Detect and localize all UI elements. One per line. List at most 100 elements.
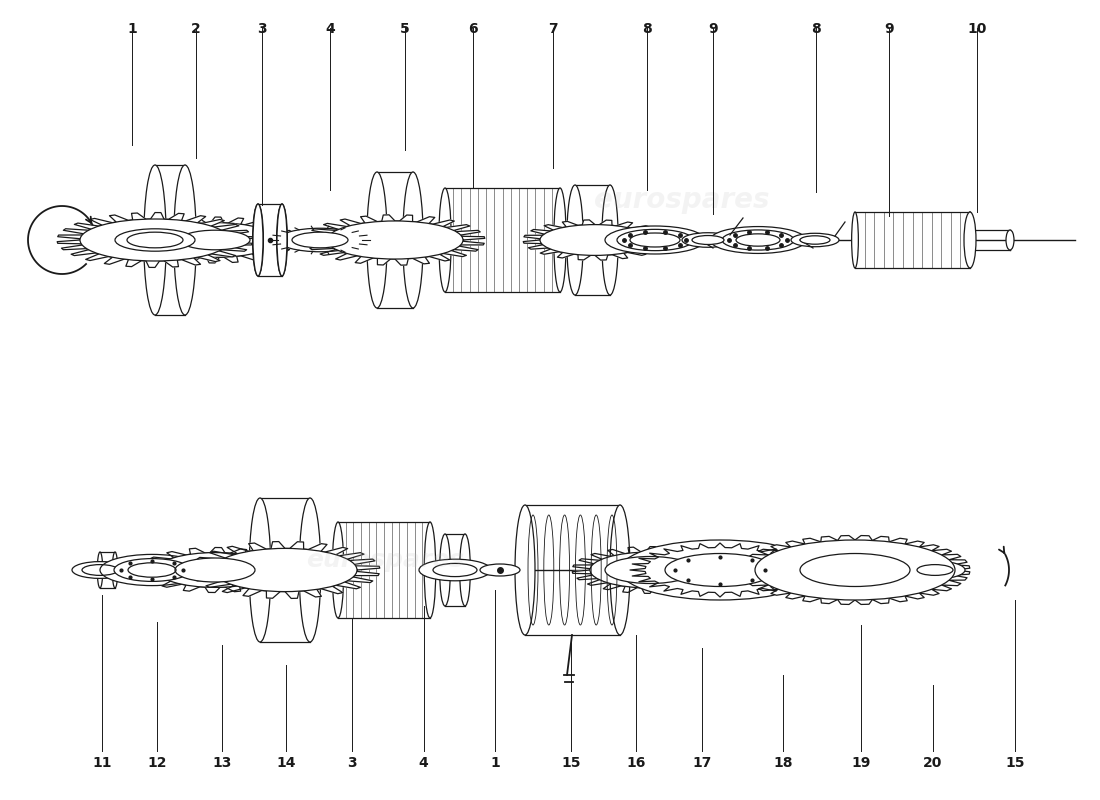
- Ellipse shape: [97, 552, 102, 588]
- Ellipse shape: [144, 165, 166, 315]
- FancyBboxPatch shape: [377, 172, 412, 308]
- Ellipse shape: [425, 522, 436, 618]
- Ellipse shape: [460, 534, 471, 606]
- Ellipse shape: [174, 165, 196, 315]
- Ellipse shape: [1006, 230, 1014, 250]
- Ellipse shape: [602, 185, 618, 295]
- Ellipse shape: [332, 522, 344, 618]
- Text: 6: 6: [469, 22, 477, 36]
- Ellipse shape: [710, 226, 806, 254]
- Ellipse shape: [114, 558, 190, 582]
- Polygon shape: [740, 535, 970, 605]
- Ellipse shape: [791, 234, 839, 246]
- Polygon shape: [133, 217, 297, 263]
- Text: 9: 9: [708, 22, 717, 36]
- Text: 18: 18: [773, 756, 793, 770]
- Ellipse shape: [253, 204, 263, 276]
- Text: 1: 1: [128, 22, 136, 36]
- Text: 17: 17: [692, 756, 712, 770]
- Ellipse shape: [682, 233, 734, 247]
- Ellipse shape: [620, 540, 820, 600]
- Ellipse shape: [666, 554, 776, 586]
- Ellipse shape: [403, 172, 424, 308]
- Ellipse shape: [610, 505, 630, 635]
- Ellipse shape: [292, 232, 348, 248]
- Ellipse shape: [590, 552, 710, 588]
- Polygon shape: [57, 213, 253, 267]
- Ellipse shape: [605, 557, 695, 583]
- Ellipse shape: [153, 222, 277, 258]
- Ellipse shape: [277, 204, 287, 276]
- Ellipse shape: [276, 204, 287, 276]
- FancyBboxPatch shape: [258, 204, 282, 276]
- FancyBboxPatch shape: [446, 534, 465, 606]
- Ellipse shape: [964, 212, 976, 268]
- Ellipse shape: [480, 564, 520, 576]
- Ellipse shape: [180, 230, 250, 250]
- Text: 7: 7: [549, 22, 558, 36]
- FancyBboxPatch shape: [575, 185, 611, 295]
- Ellipse shape: [851, 212, 858, 268]
- Ellipse shape: [72, 562, 128, 578]
- Polygon shape: [630, 543, 810, 597]
- Text: 3: 3: [257, 22, 266, 36]
- Text: 5: 5: [400, 22, 409, 36]
- Ellipse shape: [440, 534, 450, 606]
- Ellipse shape: [278, 228, 362, 252]
- Ellipse shape: [566, 185, 583, 295]
- Text: 10: 10: [967, 22, 987, 36]
- Text: 9: 9: [884, 22, 893, 36]
- Text: 20: 20: [923, 756, 943, 770]
- Text: 16: 16: [626, 756, 646, 770]
- Ellipse shape: [327, 221, 463, 259]
- Ellipse shape: [366, 172, 387, 308]
- Ellipse shape: [764, 554, 875, 586]
- Text: 4: 4: [326, 22, 334, 36]
- Ellipse shape: [100, 554, 204, 586]
- Ellipse shape: [515, 505, 535, 635]
- Ellipse shape: [755, 540, 955, 600]
- FancyBboxPatch shape: [260, 498, 310, 642]
- Text: 3: 3: [348, 756, 356, 770]
- Text: 12: 12: [147, 756, 167, 770]
- Text: eurospares: eurospares: [306, 548, 464, 572]
- FancyBboxPatch shape: [155, 165, 185, 315]
- Ellipse shape: [540, 225, 650, 255]
- Text: 8: 8: [642, 22, 651, 36]
- Ellipse shape: [250, 498, 271, 642]
- Ellipse shape: [80, 219, 230, 261]
- Ellipse shape: [617, 230, 693, 250]
- Text: 14: 14: [276, 756, 296, 770]
- Polygon shape: [190, 542, 380, 598]
- Text: 1: 1: [491, 756, 499, 770]
- Ellipse shape: [692, 235, 724, 245]
- Polygon shape: [524, 220, 667, 260]
- Ellipse shape: [112, 552, 118, 588]
- Ellipse shape: [905, 561, 965, 579]
- Polygon shape: [305, 215, 485, 265]
- Polygon shape: [572, 546, 728, 594]
- Text: 15: 15: [1005, 756, 1025, 770]
- Ellipse shape: [299, 498, 321, 642]
- Ellipse shape: [157, 553, 273, 587]
- Text: 13: 13: [212, 756, 232, 770]
- Text: 15: 15: [561, 756, 581, 770]
- Ellipse shape: [116, 229, 195, 251]
- Ellipse shape: [419, 559, 491, 581]
- Text: 2: 2: [191, 22, 200, 36]
- Ellipse shape: [800, 236, 830, 244]
- Ellipse shape: [175, 558, 255, 582]
- FancyBboxPatch shape: [100, 552, 116, 588]
- Ellipse shape: [967, 212, 974, 268]
- Ellipse shape: [253, 204, 263, 276]
- Text: 4: 4: [419, 756, 428, 770]
- Text: 11: 11: [92, 756, 112, 770]
- Ellipse shape: [213, 549, 358, 592]
- Text: 8: 8: [812, 22, 821, 36]
- Ellipse shape: [605, 226, 705, 254]
- Ellipse shape: [917, 565, 953, 575]
- Ellipse shape: [439, 188, 451, 292]
- Polygon shape: [141, 547, 289, 593]
- Text: eurospares: eurospares: [594, 186, 770, 214]
- Ellipse shape: [722, 230, 794, 250]
